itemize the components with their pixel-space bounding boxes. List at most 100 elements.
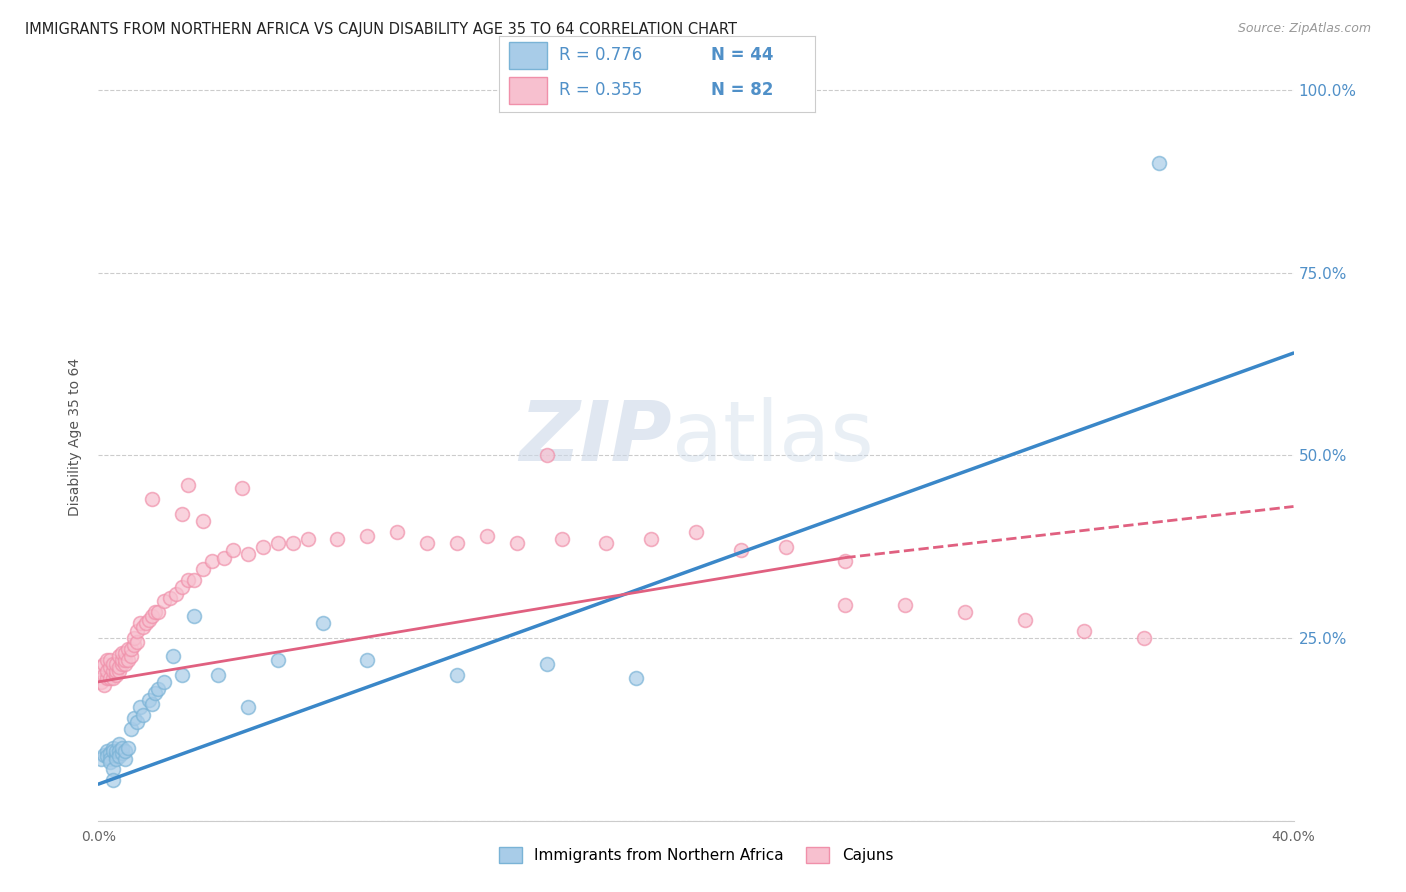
Point [108,737,131,751]
Point [98,653,122,667]
Point [894,598,917,612]
FancyBboxPatch shape [509,77,547,104]
Point [685,524,707,539]
Point [111,740,134,755]
Point [98,660,122,674]
Point [135,616,157,631]
Point [356,529,378,543]
Point [207,667,229,681]
Point [103,671,125,685]
Point [93,678,115,692]
Point [183,609,205,624]
Point [111,646,134,660]
Point [183,573,205,587]
Point [98,751,122,765]
Point [953,606,976,620]
Point [127,714,149,729]
Point [141,492,163,507]
Point [98,755,122,769]
Point [172,667,194,681]
Point [127,624,149,638]
Point [141,697,163,711]
Point [446,667,468,681]
Point [148,606,170,620]
Point [103,740,125,755]
Point [138,693,160,707]
Point [267,536,290,550]
Text: N = 44: N = 44 [711,46,773,64]
Point [536,657,558,671]
Point [111,653,134,667]
Point [191,514,214,528]
Point [114,646,136,660]
Point [105,747,128,762]
Point [127,634,149,648]
Point [236,547,259,561]
Point [96,653,118,667]
Point [231,481,253,495]
Point [93,747,115,762]
Point [385,524,409,539]
Point [640,533,662,547]
Point [117,740,139,755]
Point [172,507,194,521]
Point [834,554,856,568]
Point [93,657,115,671]
Point [506,536,529,550]
Text: atlas: atlas [672,397,873,477]
Point [162,649,184,664]
Point [222,543,245,558]
Point [105,667,128,681]
Point [120,723,142,737]
Point [98,671,122,685]
Point [834,598,856,612]
Point [96,671,118,685]
Point [141,609,163,624]
Point [120,642,142,657]
Point [129,616,152,631]
Point [191,561,214,575]
Point [132,620,155,634]
Point [177,477,200,491]
Point [96,664,118,678]
Point [90,660,112,674]
Point [108,744,131,758]
Point [105,744,128,758]
Point [117,653,139,667]
Text: ZIP: ZIP [519,397,672,477]
Point [730,543,752,558]
Point [98,747,122,761]
Point [105,664,128,678]
Point [96,749,118,764]
Point [129,700,152,714]
Point [236,700,259,714]
Point [114,653,136,667]
Point [103,664,125,678]
Text: IMMIGRANTS FROM NORTHERN AFRICA VS CAJUN DISABILITY AGE 35 TO 64 CORRELATION CHA: IMMIGRANTS FROM NORTHERN AFRICA VS CAJUN… [25,22,737,37]
Point [138,613,160,627]
Point [108,649,131,664]
Point [252,540,274,554]
Point [117,642,139,657]
Point [108,660,131,674]
Text: R = 0.776: R = 0.776 [560,46,643,64]
Point [416,536,439,550]
Point [105,751,128,765]
Point [103,763,125,777]
Point [124,711,146,725]
Point [475,529,498,543]
Y-axis label: Disability Age 35 to 64: Disability Age 35 to 64 [69,358,83,516]
Legend: Immigrants from Northern Africa, Cajuns: Immigrants from Northern Africa, Cajuns [491,839,901,871]
Point [267,653,290,667]
Point [172,580,194,594]
Point [148,682,170,697]
Point [90,674,112,689]
Point [356,653,378,667]
Point [153,674,176,689]
FancyBboxPatch shape [509,42,547,69]
Point [1147,156,1170,170]
Point [124,631,146,645]
Point [550,533,572,547]
Point [595,536,617,550]
Point [1014,613,1036,627]
